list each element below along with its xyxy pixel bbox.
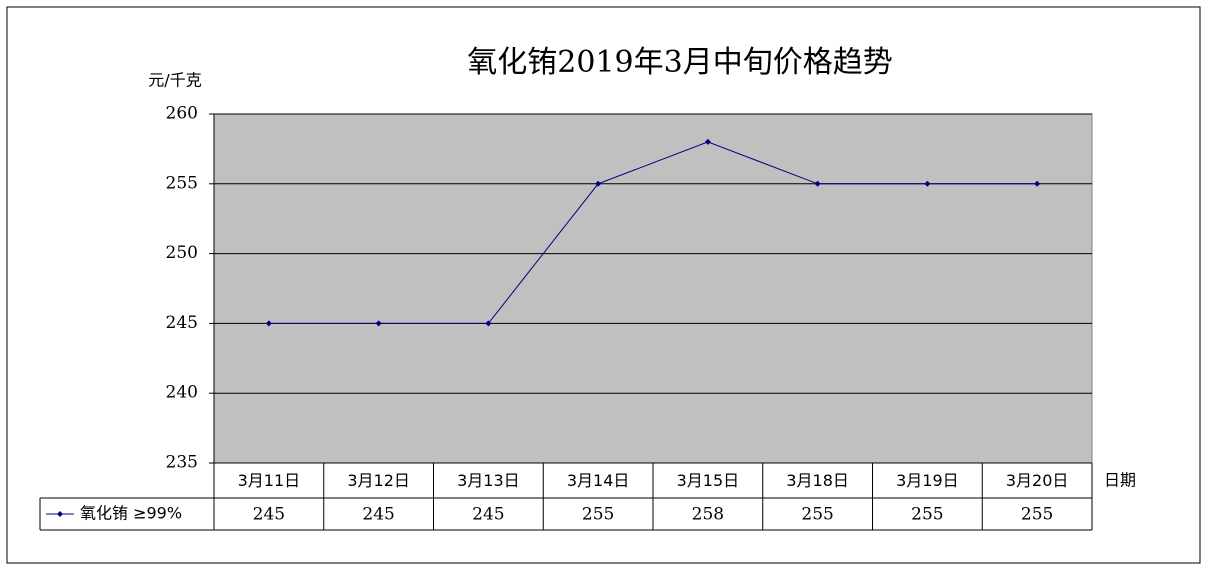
table-value: 255 — [911, 505, 943, 525]
x-tick-label: 3月20日 — [1006, 471, 1069, 490]
x-tick-label: 3月14日 — [567, 471, 630, 490]
y-tick-label: 245 — [166, 313, 198, 333]
series-line — [268, 141, 1038, 324]
x-axis-label: 日期 — [1104, 471, 1136, 490]
point — [1034, 180, 1041, 187]
point — [595, 180, 602, 187]
x-tick-label: 3月13日 — [457, 471, 520, 490]
y-tick-label: 240 — [166, 383, 198, 403]
table-value: 255 — [1021, 505, 1053, 525]
table-value: 245 — [472, 505, 504, 525]
x-tick-label: 3月12日 — [347, 471, 410, 490]
x-tick-label: 3月11日 — [238, 471, 301, 490]
point — [814, 180, 821, 187]
table-value: 255 — [801, 505, 833, 525]
x-tick-label: 3月18日 — [786, 471, 849, 490]
x-tick-label: 3月15日 — [677, 471, 740, 490]
y-tick-label: 255 — [166, 173, 198, 193]
plot-area — [213, 113, 1093, 464]
point — [704, 138, 711, 145]
x-tick-label: 3月19日 — [896, 471, 959, 490]
y-tick-label: 235 — [166, 453, 198, 473]
table-value: 245 — [362, 505, 394, 525]
legend-label: 氧化铕 ≥99% — [80, 504, 182, 523]
point — [375, 320, 382, 327]
table-value: 245 — [253, 505, 285, 525]
legend-marker — [57, 511, 63, 517]
y-axis-label: 元/千克 — [148, 71, 201, 90]
chart-title: 氧化铕2019年3月中旬价格趋势 — [467, 45, 892, 80]
point — [924, 180, 931, 187]
table-value: 255 — [582, 505, 614, 525]
point — [485, 320, 492, 327]
y-tick-label: 250 — [166, 243, 198, 263]
y-tick-label: 260 — [166, 104, 198, 124]
table-value: 258 — [692, 505, 724, 525]
point — [265, 320, 272, 327]
